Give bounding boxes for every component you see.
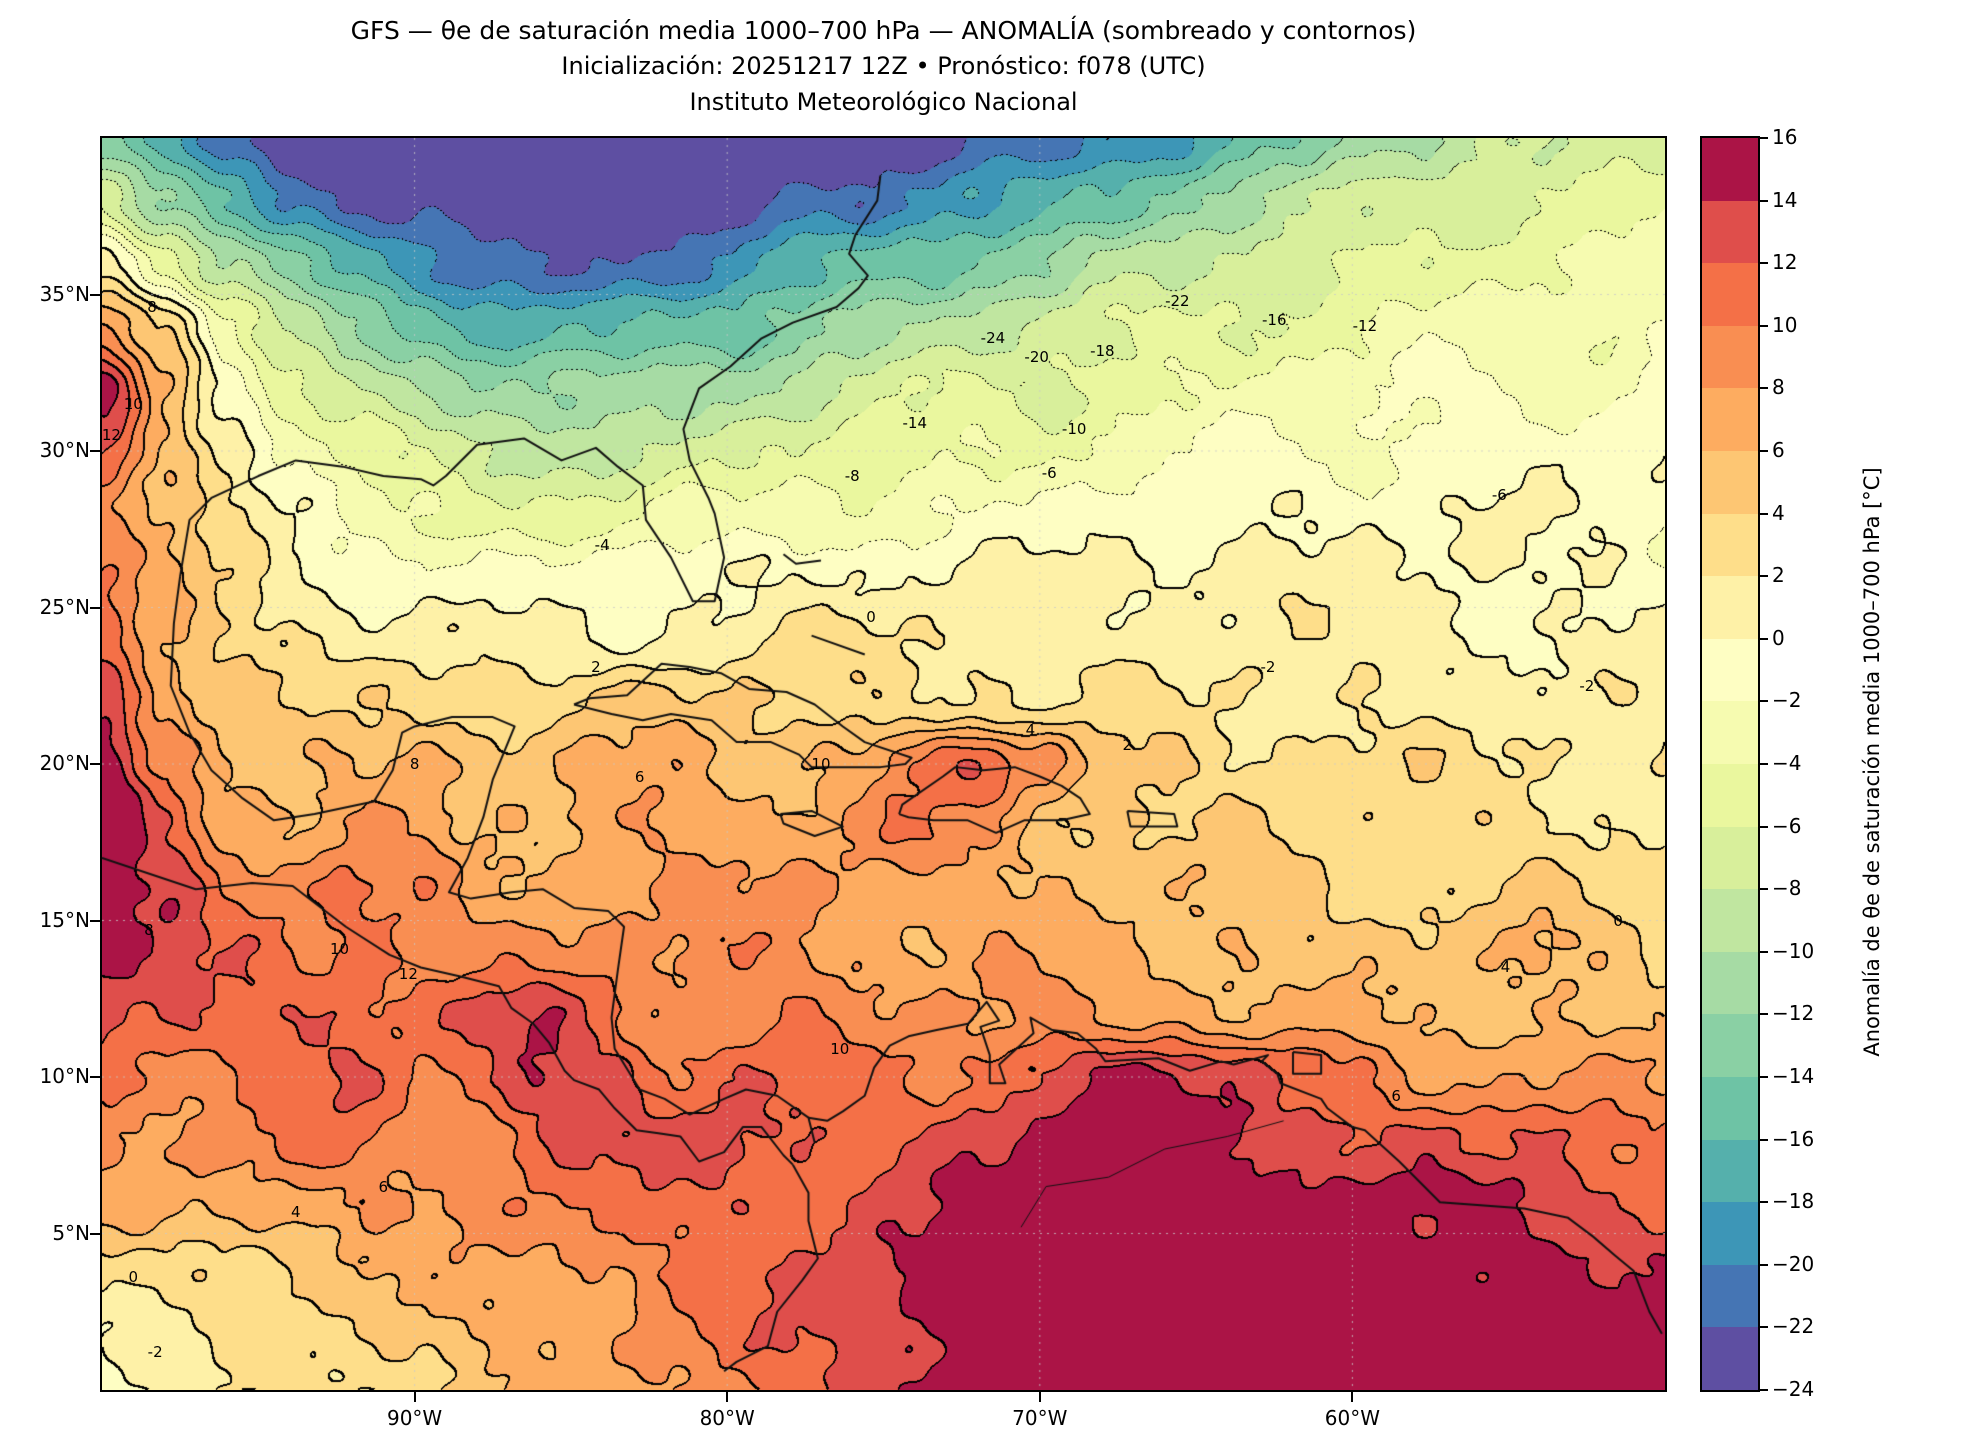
colorbar-cell [1702,1014,1758,1077]
y-tick-label: 20°N [39,751,90,775]
colorbar-tick-mark [1758,1138,1768,1141]
colorbar-tick-mark [1758,1013,1768,1016]
colorbar-tick-label: −22 [1772,1314,1815,1339]
colorbar-tick-label: −8 [1772,876,1802,901]
colorbar-tick-mark [1758,1389,1768,1391]
colorbar-tick-label: −20 [1772,1251,1815,1276]
colorbar-tick-label: −10 [1772,938,1815,963]
colorbar-cell [1702,763,1758,827]
colorbar-cell [1702,325,1758,389]
colorbar-tick-mark [1758,1201,1768,1204]
x-tick-label: 70°W [1012,1406,1068,1430]
colorbar-cell [1702,513,1758,577]
colorbar-cell [1702,450,1758,514]
colorbar-tick-label: −2 [1772,688,1802,713]
colorbar [1700,136,1760,1392]
y-tick-label: 30°N [39,438,90,462]
colorbar-tick-mark [1758,1263,1768,1266]
x-tick-mark [1038,1390,1041,1402]
x-tick-mark [413,1390,416,1402]
colorbar-cell [1702,701,1758,764]
colorbar-tick-mark [1758,825,1768,828]
y-tick-label: 5°N [52,1220,90,1245]
title-line-2: Inicialización: 20251217 12Z • Pronóstic… [561,52,1206,80]
colorbar-tick-mark [1758,450,1768,452]
x-tick-mark [726,1390,729,1402]
y-tick-label: 35°N [39,281,90,306]
colorbar-tick-mark [1758,950,1768,953]
colorbar-tick-label: 4 [1772,500,1785,525]
colorbar-tick-label: −4 [1772,751,1802,775]
colorbar-tick-label: 0 [1772,625,1785,650]
y-tick-mark [90,919,102,922]
y-tick-mark [90,1076,102,1078]
y-tick-mark [90,450,102,452]
colorbar-tick-mark [1758,262,1768,265]
colorbar-tick-mark [1758,575,1768,578]
colorbar-tick-label: −6 [1772,813,1802,838]
colorbar-tick-mark [1758,387,1768,390]
y-tick-label: 15°N [39,907,90,932]
colorbar-tick-label: −12 [1772,1001,1815,1026]
colorbar-tick-mark [1758,324,1768,327]
x-tick-label: 90°W [386,1406,443,1430]
colorbar-cell [1702,889,1758,952]
colorbar-tick-label: 6 [1772,438,1785,462]
colorbar-tick-label: −16 [1772,1126,1815,1151]
colorbar-tick-mark [1758,888,1768,891]
x-tick-label: 80°W [699,1406,755,1430]
colorbar-cell [1702,576,1758,639]
colorbar-tick-mark [1758,137,1768,139]
colorbar-cell [1702,138,1758,201]
colorbar-tick-mark [1758,512,1768,515]
colorbar-tick-mark [1758,199,1768,202]
map-plot: -24 -22 -20 -18 -16 -12 -14 -10 -8 -6 -6 -4 -2 -2 0 2 2 4… [100,136,1667,1392]
colorbar-tick-label: 10 [1772,312,1798,337]
colorbar-tick-mark [1758,1076,1768,1078]
colorbar-tick-label: −18 [1772,1189,1815,1214]
colorbar-tick-label: 12 [1772,250,1798,275]
colorbar-tick-mark [1758,700,1768,703]
map-canvas [102,138,1665,1390]
colorbar-cell [1702,388,1758,451]
colorbar-cell [1702,1264,1758,1328]
title-line-3: Instituto Meteorológico Nacional [689,88,1078,116]
colorbar-tick-label: 2 [1772,563,1785,588]
colorbar-cell [1702,1327,1758,1390]
colorbar-cell [1702,951,1758,1015]
x-tick-label: 60°W [1324,1406,1380,1430]
colorbar-cell [1702,638,1758,702]
colorbar-tick-label: 14 [1772,187,1798,212]
colorbar-tick-mark [1758,1326,1768,1329]
y-tick-mark [90,763,102,765]
y-tick-label: 10°N [39,1064,90,1088]
y-tick-label: 25°N [39,594,90,619]
colorbar-label: Anomalía de θe de saturación media 1000–… [1860,467,1884,1057]
colorbar-cell [1702,1202,1758,1265]
y-tick-mark [90,606,102,609]
colorbar-tick-label: 8 [1772,375,1785,400]
title-line-1: GFS — θe de saturación media 1000–700 hP… [350,16,1417,45]
colorbar-tick-label: 16 [1772,125,1798,149]
y-tick-mark [90,293,102,296]
colorbar-cells [1702,138,1758,1390]
x-tick-mark [1351,1390,1354,1402]
colorbar-cell [1702,1076,1758,1140]
colorbar-cell [1702,1139,1758,1203]
colorbar-cell [1702,826,1758,890]
y-tick-mark [90,1232,102,1235]
colorbar-cell [1702,263,1758,326]
colorbar-tick-label: −24 [1772,1377,1815,1401]
colorbar-tick-label: −14 [1772,1064,1815,1088]
colorbar-cell [1702,200,1758,264]
colorbar-tick-mark [1758,763,1768,765]
colorbar-tick-mark [1758,637,1768,640]
